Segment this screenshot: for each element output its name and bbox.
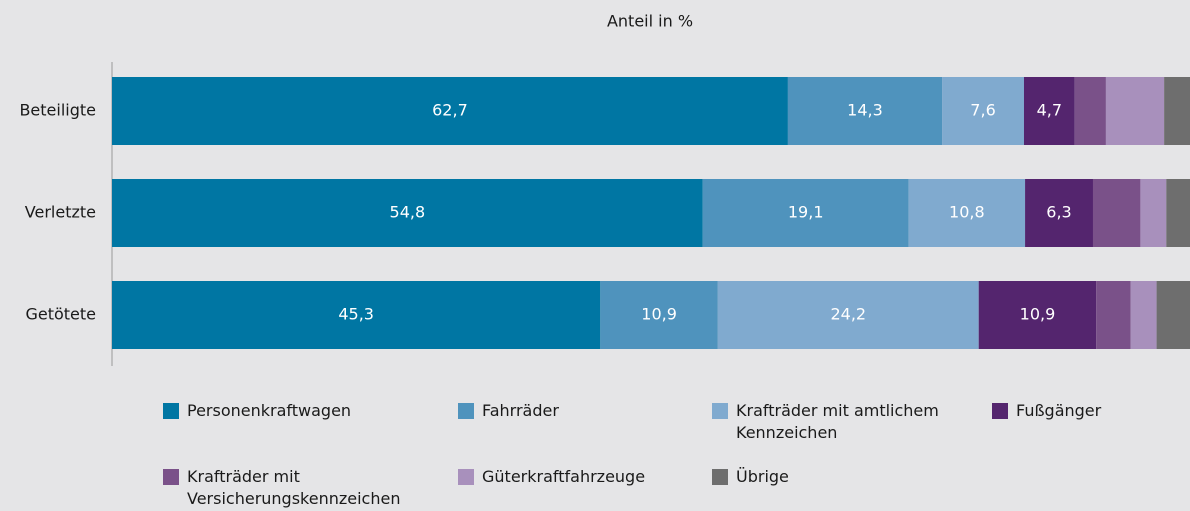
legend-swatch bbox=[458, 469, 474, 485]
bar-segment bbox=[978, 281, 1097, 349]
value-label: 54,8 bbox=[390, 203, 426, 222]
legend-label: Personenkraftwagen bbox=[187, 401, 352, 420]
bar-segment bbox=[112, 77, 788, 145]
legend-label: Krafträder mit amtlichem Kennzeichen bbox=[736, 401, 939, 442]
legend-item: Krafträder mit Versicherungskennzeichen bbox=[163, 466, 407, 510]
legend-swatch bbox=[163, 403, 179, 419]
legend-label: Güterkraftfahrzeuge bbox=[482, 467, 646, 486]
chart: Anteil in % Beteiligte 62,7 14,3 7,6 4,7 Verl… bbox=[19, 12, 1190, 366]
legend-swatch bbox=[458, 403, 474, 419]
legend-label: Übrige bbox=[736, 467, 789, 486]
axis-title: Anteil in % bbox=[607, 12, 693, 31]
value-label: 10,9 bbox=[1020, 305, 1056, 324]
bar-segment bbox=[908, 179, 1026, 247]
legend-swatch bbox=[163, 469, 179, 485]
bar-segment bbox=[1092, 179, 1141, 247]
value-label: 14,3 bbox=[847, 101, 883, 120]
bar-segment bbox=[112, 281, 601, 349]
y-tick-label: Beteiligte bbox=[19, 101, 96, 120]
bar-segment bbox=[1023, 77, 1075, 145]
value-label: 10,9 bbox=[641, 305, 677, 324]
value-label: 7,6 bbox=[970, 101, 995, 120]
bar-segment bbox=[1130, 281, 1157, 349]
legend-item: Krafträder mit amtlichem Kennzeichen bbox=[712, 400, 956, 444]
bar-segment bbox=[1105, 77, 1165, 145]
legend-label: Fußgänger bbox=[1016, 401, 1102, 420]
legend-item: Fußgänger bbox=[992, 400, 1190, 422]
bar-segment bbox=[1164, 77, 1190, 145]
value-label: 24,2 bbox=[830, 305, 866, 324]
legend-item: Güterkraftfahrzeuge bbox=[458, 466, 702, 488]
value-label: 4,7 bbox=[1037, 101, 1062, 120]
bar-segment bbox=[942, 77, 1024, 145]
bar-segment bbox=[1025, 179, 1093, 247]
legend-label: Krafträder mit Versicherungskennzeichen bbox=[187, 467, 401, 508]
bar-segment bbox=[112, 179, 703, 247]
y-tick-label: Getötete bbox=[25, 305, 96, 324]
bar-segment bbox=[787, 77, 943, 145]
bar-segment bbox=[717, 281, 979, 349]
value-label: 45,3 bbox=[338, 305, 374, 324]
bar-segment bbox=[1074, 77, 1106, 145]
bar-segment bbox=[1156, 281, 1190, 349]
value-label: 6,3 bbox=[1046, 203, 1071, 222]
value-label: 62,7 bbox=[432, 101, 468, 120]
bar-segment bbox=[600, 281, 718, 349]
value-label: 10,8 bbox=[949, 203, 985, 222]
legend-swatch bbox=[712, 403, 728, 419]
bar-segment bbox=[702, 179, 909, 247]
legend-swatch bbox=[992, 403, 1008, 419]
bar-segment bbox=[1096, 281, 1131, 349]
bar-segment bbox=[1166, 179, 1190, 247]
legend-item: Personenkraftwagen bbox=[163, 400, 407, 422]
y-tick-label: Verletzte bbox=[25, 203, 96, 222]
legend-item: Übrige bbox=[712, 466, 956, 488]
value-label: 19,1 bbox=[788, 203, 824, 222]
legend-swatch bbox=[712, 469, 728, 485]
legend-item: Fahrräder bbox=[458, 400, 702, 422]
bar-segment bbox=[1140, 179, 1167, 247]
legend-label: Fahrräder bbox=[482, 401, 559, 420]
